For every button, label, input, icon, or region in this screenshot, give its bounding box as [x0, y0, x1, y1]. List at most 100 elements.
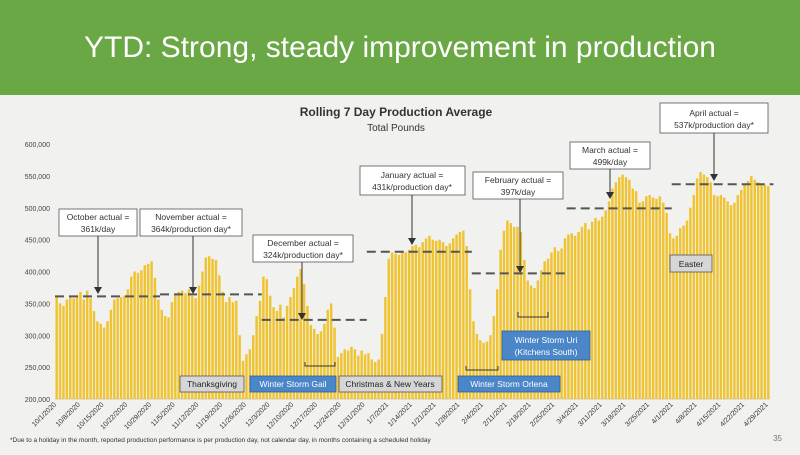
- bar: [662, 202, 665, 399]
- event-orlena-label: Winter Storm Orlena: [470, 379, 548, 389]
- bar: [455, 234, 458, 399]
- bar: [496, 289, 499, 399]
- bar: [631, 188, 634, 400]
- x-tick-label: 1/14/2021: [387, 401, 414, 428]
- x-tick-label: 4/22/2021: [719, 401, 746, 428]
- bar: [211, 258, 214, 399]
- bar: [275, 311, 279, 399]
- bar: [62, 305, 65, 399]
- x-tick-label: 1/7/2021: [366, 401, 390, 425]
- bar: [567, 234, 570, 399]
- event-winter-storm-gail: Winter Storm Gail: [249, 375, 337, 393]
- bar: [560, 248, 563, 399]
- bar: [448, 243, 451, 399]
- bar: [665, 212, 668, 399]
- x-tick-label: 4/1/2021: [651, 401, 675, 425]
- bar: [441, 242, 445, 399]
- bar: [143, 265, 147, 400]
- bar: [187, 289, 191, 399]
- y-tick-label: 600,000: [25, 142, 50, 149]
- bar: [546, 258, 550, 399]
- bar: [519, 231, 523, 399]
- bar: [346, 350, 350, 399]
- bar: [580, 226, 584, 400]
- bar: [265, 279, 269, 399]
- event-easter-label: Easter: [679, 259, 704, 269]
- bar: [424, 238, 428, 399]
- bar: [306, 305, 309, 399]
- x-tick-label: 4/8/2021: [674, 401, 698, 425]
- bar: [231, 302, 235, 399]
- bar: [194, 298, 197, 399]
- bar: [617, 177, 621, 399]
- bar: [85, 290, 89, 400]
- bar: [726, 201, 729, 400]
- x-axis: 10/1/202010/8/202010/15/202010/22/202010…: [31, 401, 770, 431]
- bar: [675, 235, 679, 399]
- callout-december-line1: December actual =: [267, 238, 339, 248]
- bar: [204, 257, 208, 399]
- callout-february: February actual = 397k/day: [472, 171, 564, 273]
- bar: [136, 272, 140, 399]
- bar: [523, 260, 526, 399]
- bar: [655, 198, 658, 399]
- bar: [695, 178, 699, 399]
- bar: [279, 304, 282, 399]
- bar: [723, 197, 726, 399]
- bar: [604, 210, 607, 399]
- bar: [621, 174, 624, 399]
- callout-march: March actual = 499k/day: [569, 141, 651, 199]
- bar: [262, 276, 265, 399]
- bar: [712, 195, 716, 399]
- bar: [218, 275, 221, 399]
- y-tick-label: 550,000: [25, 174, 50, 181]
- bar: [638, 202, 641, 399]
- bar: [607, 201, 611, 400]
- bar: [180, 290, 184, 400]
- bar: [55, 295, 58, 399]
- bar: [502, 230, 506, 399]
- bar: [272, 307, 275, 399]
- bar: [140, 270, 143, 399]
- bar: [763, 184, 767, 399]
- event-uri-line1: Winter Storm Uri: [515, 335, 578, 345]
- bar: [706, 177, 709, 399]
- bar: [634, 191, 638, 399]
- bar: [197, 285, 201, 399]
- bar: [482, 342, 485, 399]
- bar: [299, 268, 302, 399]
- bar: [465, 246, 468, 399]
- callout-october: October actual = 361k/day: [58, 208, 138, 294]
- bar: [258, 300, 262, 399]
- y-tick-label: 350,000: [25, 301, 50, 308]
- bar: [394, 253, 397, 399]
- bar: [553, 247, 557, 399]
- bar: [651, 197, 655, 399]
- bar: [719, 195, 723, 399]
- bar: [587, 229, 590, 399]
- bar: [191, 295, 194, 399]
- bar: [543, 261, 546, 399]
- bar: [268, 295, 272, 399]
- bar: [289, 297, 292, 399]
- bar: [106, 321, 109, 399]
- bracket-gail: [304, 362, 336, 367]
- bar: [292, 288, 296, 399]
- bar: [689, 207, 692, 399]
- bar: [296, 276, 299, 399]
- bar: [224, 302, 228, 399]
- bar: [207, 256, 211, 399]
- bar: [72, 298, 75, 399]
- bar: [79, 291, 82, 399]
- bar: [699, 172, 702, 399]
- bar: [69, 295, 72, 399]
- y-tick-label: 300,000: [25, 333, 50, 340]
- bar: [597, 220, 601, 399]
- bar: [438, 239, 441, 400]
- chart-subtitle: Total Pounds: [367, 123, 425, 134]
- bar: [326, 309, 329, 399]
- bar: [116, 298, 119, 399]
- bar: [163, 316, 167, 400]
- bar: [387, 258, 390, 399]
- bar: [468, 289, 472, 399]
